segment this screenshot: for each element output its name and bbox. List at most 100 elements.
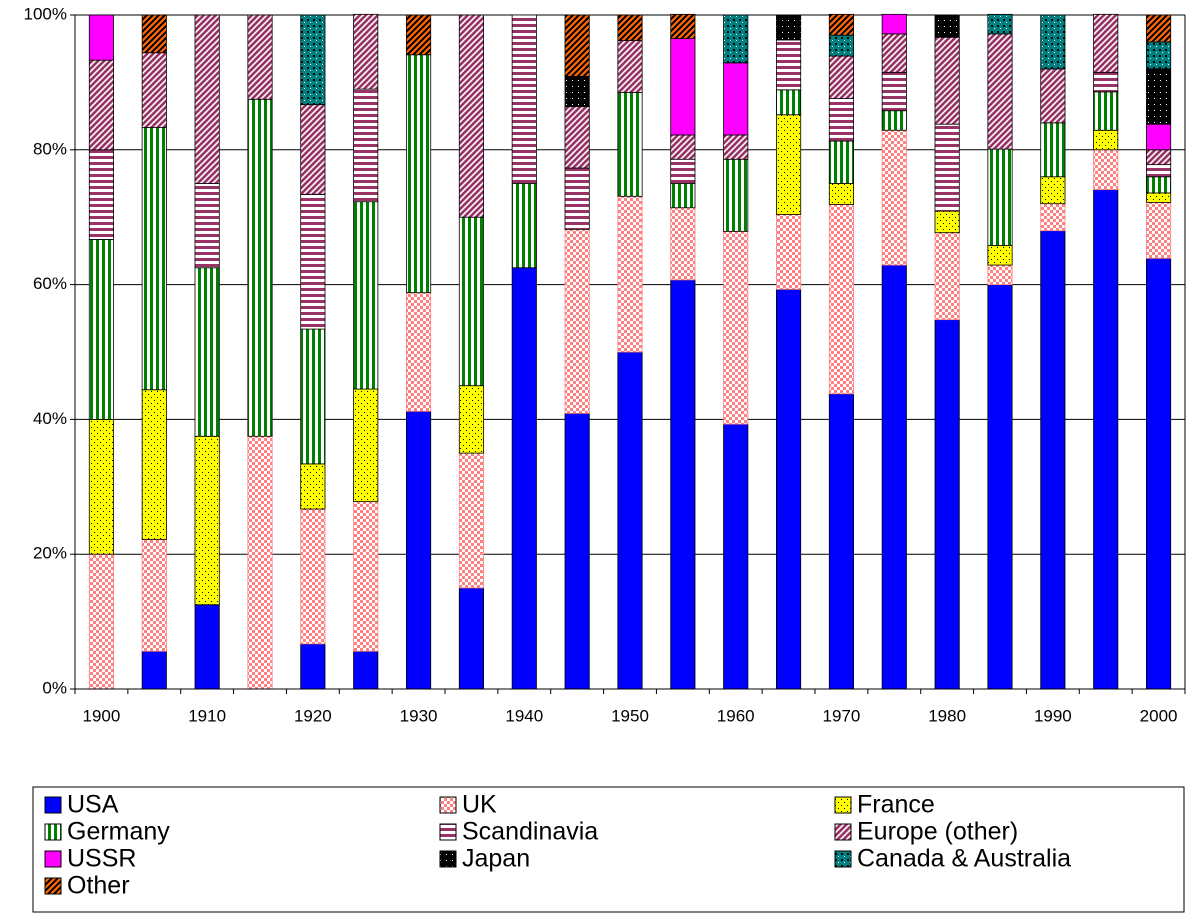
legend-label: Scandinavia	[462, 818, 598, 846]
bar-segment	[670, 13, 696, 39]
bar-segment	[670, 134, 696, 160]
bar-segment	[987, 264, 1013, 285]
bar-segment	[141, 650, 167, 690]
bar-segment	[564, 14, 590, 77]
legend-label: Other	[67, 872, 130, 900]
legend-swatch	[44, 796, 62, 814]
bar-segment	[1040, 14, 1066, 70]
bar-segment	[723, 14, 749, 64]
bar-segment	[353, 88, 379, 203]
bar-segment	[300, 463, 326, 510]
bar-segment	[776, 214, 802, 290]
bar-segment	[141, 389, 167, 540]
bar-segment	[1146, 14, 1172, 43]
bar-segment	[247, 14, 273, 100]
legend-swatch	[44, 823, 62, 841]
bar-segment	[353, 201, 379, 390]
x-tick-label: 2000	[1140, 706, 1178, 725]
bar-segment	[511, 14, 537, 184]
bar-segment	[1093, 189, 1119, 690]
bar-segment	[564, 75, 590, 108]
bar-segment	[987, 284, 1013, 690]
bar-segment	[670, 279, 696, 690]
bar-segment	[564, 412, 590, 690]
y-tick-label: 60%	[33, 274, 67, 293]
legend-label: Japan	[462, 845, 530, 873]
bar-segment	[987, 245, 1013, 266]
x-tick-label: 1940	[505, 706, 543, 725]
bar-segment	[1146, 257, 1172, 690]
bar-segment	[88, 14, 114, 61]
x-tick-label: 1930	[400, 706, 438, 725]
bar-segment	[458, 385, 484, 454]
bar-segment	[1040, 230, 1066, 690]
bar-segment	[617, 40, 643, 93]
bar-segment	[617, 195, 643, 353]
bar-segment	[353, 650, 379, 690]
x-tick-label: 1960	[717, 706, 755, 725]
bar-segment	[828, 393, 854, 690]
bar-segment	[1146, 41, 1172, 70]
bar-segment	[406, 410, 432, 690]
bar-segment	[723, 423, 749, 690]
bar-segment	[776, 288, 802, 690]
bar-segment	[406, 14, 432, 56]
legend-label: USSR	[67, 845, 136, 873]
bar-segment	[1093, 91, 1119, 131]
legend-label: UK	[462, 791, 497, 819]
bar-segment	[88, 418, 114, 555]
bar-segment	[353, 501, 379, 652]
bar-segment	[987, 13, 1013, 35]
bar-segment	[828, 183, 854, 205]
bar-segment	[723, 62, 749, 136]
bar-segment	[141, 538, 167, 652]
bar-segment	[987, 148, 1013, 246]
bar-segment	[934, 36, 960, 125]
bar-segment	[1146, 68, 1172, 125]
bar-segment	[881, 110, 907, 131]
bar-segment	[458, 14, 484, 218]
x-tick-label: 1910	[188, 706, 226, 725]
bar-segment	[1146, 192, 1172, 203]
bar-segment	[881, 129, 907, 266]
y-tick-label: 80%	[33, 139, 67, 158]
bar-segment	[194, 183, 220, 269]
bar-segment	[300, 14, 326, 106]
bar-segment	[1040, 176, 1066, 205]
legend-swatch	[439, 850, 457, 868]
bar-segment	[247, 98, 273, 437]
legend-label: Europe (other)	[857, 818, 1018, 846]
y-tick-label: 40%	[33, 409, 67, 428]
bar-segment	[458, 587, 484, 690]
x-tick-label: 1970	[823, 706, 861, 725]
bar-segment	[670, 158, 696, 184]
bar-segment	[88, 149, 114, 240]
bar-segment	[934, 210, 960, 234]
bar-segment	[934, 15, 960, 38]
bar-segment	[881, 71, 907, 112]
bar-segment	[776, 114, 802, 215]
bar-segment	[300, 328, 326, 465]
bar-segment	[511, 267, 537, 690]
bar-segment	[881, 13, 907, 35]
legend-label: USA	[67, 791, 119, 819]
bar-segment	[934, 319, 960, 690]
legend-swatch	[834, 823, 852, 841]
bar-segment	[564, 106, 590, 169]
bar-segment	[1040, 122, 1066, 178]
bar-segment	[406, 54, 432, 294]
bar-segment	[828, 140, 854, 184]
legend-swatch	[834, 850, 852, 868]
bar-segment	[1093, 71, 1119, 93]
bar-segment	[828, 203, 854, 395]
x-tick-label: 1900	[83, 706, 121, 725]
bar-segment	[617, 14, 643, 42]
bar-segment	[617, 92, 643, 197]
bar-segment	[1146, 176, 1172, 194]
legend-swatch	[44, 877, 62, 895]
legend-swatch	[439, 823, 457, 841]
bar-segment	[1146, 164, 1172, 178]
bar-segment	[670, 207, 696, 281]
bar-segment	[194, 267, 220, 437]
bar-segment	[88, 59, 114, 151]
